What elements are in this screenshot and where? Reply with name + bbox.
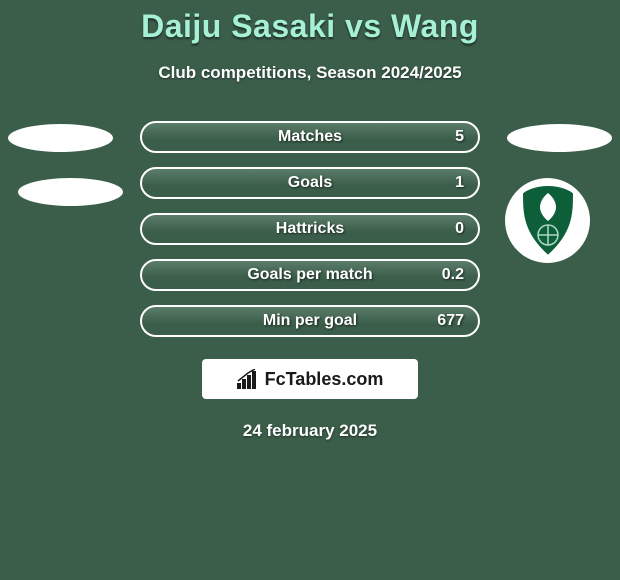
brand-text: FcTables.com bbox=[265, 369, 384, 390]
comparison-card: Daiju Sasaki vs Wang Club competitions, … bbox=[0, 0, 620, 441]
stat-row: Hattricks 0 bbox=[140, 213, 480, 245]
left-placeholder-2 bbox=[18, 178, 123, 206]
stat-row: Min per goal 677 bbox=[140, 305, 480, 337]
stat-label: Goals per match bbox=[247, 266, 372, 284]
stat-value: 677 bbox=[437, 312, 464, 330]
stats-container: Matches 5 Goals 1 Hattricks 0 Goals per … bbox=[140, 121, 480, 337]
right-placeholder bbox=[507, 124, 612, 152]
stat-value: 1 bbox=[455, 174, 464, 192]
branding-badge[interactable]: FcTables.com bbox=[202, 359, 418, 399]
stat-value: 5 bbox=[455, 128, 464, 146]
stat-label: Matches bbox=[278, 128, 342, 146]
shield-icon bbox=[518, 183, 578, 258]
club-crest bbox=[505, 178, 590, 263]
bars-icon bbox=[237, 369, 259, 389]
stat-label: Hattricks bbox=[276, 220, 344, 238]
stat-label: Min per goal bbox=[263, 312, 357, 330]
stat-value: 0.2 bbox=[442, 266, 464, 284]
stat-row: Goals per match 0.2 bbox=[140, 259, 480, 291]
page-title: Daiju Sasaki vs Wang bbox=[0, 8, 620, 45]
subtitle: Club competitions, Season 2024/2025 bbox=[0, 63, 620, 83]
stat-value: 0 bbox=[455, 220, 464, 238]
date-label: 24 february 2025 bbox=[0, 421, 620, 441]
stat-label: Goals bbox=[288, 174, 332, 192]
left-placeholder-1 bbox=[8, 124, 113, 152]
stat-row: Matches 5 bbox=[140, 121, 480, 153]
stat-row: Goals 1 bbox=[140, 167, 480, 199]
